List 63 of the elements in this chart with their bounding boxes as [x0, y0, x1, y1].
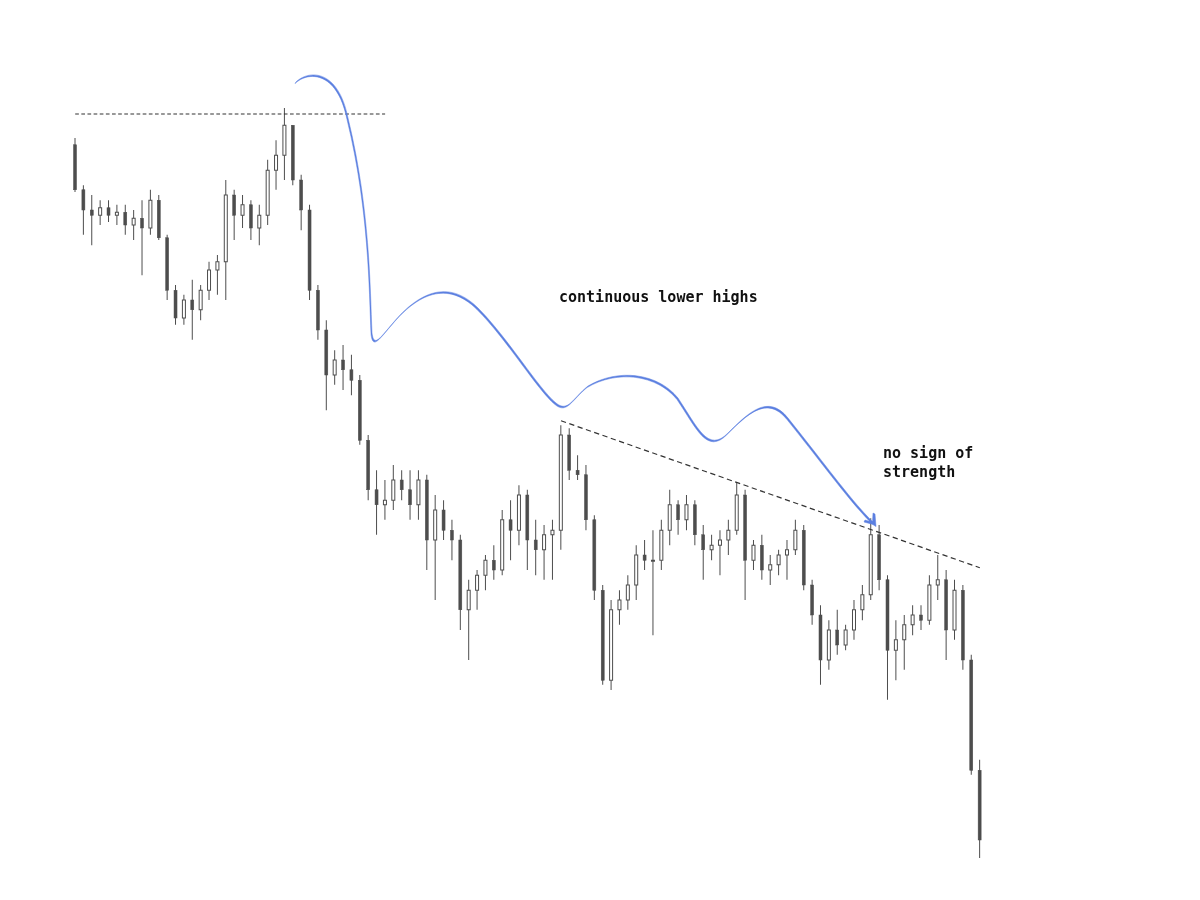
candlestick	[257, 204, 262, 246]
candlestick	[123, 204, 128, 236]
candlestick	[793, 519, 798, 556]
candlestick	[190, 279, 195, 341]
candlestick	[575, 454, 580, 481]
candlestick	[450, 519, 454, 561]
candlestick	[475, 569, 480, 611]
candlestick	[843, 624, 848, 651]
annotation: no sign of strength	[883, 444, 975, 482]
candlestick	[701, 524, 705, 581]
candlestick	[408, 469, 412, 521]
candlestick	[902, 614, 907, 671]
candlestick	[349, 354, 354, 396]
candlestick	[332, 349, 337, 386]
candlestick	[181, 294, 186, 326]
candlestick	[492, 544, 496, 581]
candlestick	[215, 254, 220, 296]
candlestick	[919, 604, 923, 631]
candlestick	[852, 599, 856, 641]
candlestick	[382, 479, 387, 521]
candlestick	[391, 464, 396, 511]
candlestick	[835, 609, 839, 656]
candlestick	[650, 529, 655, 636]
candlestick	[550, 519, 555, 581]
candlestick	[466, 579, 471, 661]
candlestick	[784, 539, 789, 581]
candlestick	[399, 469, 404, 501]
candlestick	[140, 199, 144, 276]
candlestick	[684, 494, 689, 531]
candlestick	[768, 554, 773, 586]
candlestick	[341, 344, 345, 391]
candlestick	[131, 209, 136, 241]
candlestick	[676, 499, 680, 536]
candlestick	[533, 519, 538, 576]
candlestick	[717, 529, 722, 576]
candlestick	[542, 524, 547, 581]
candlestick	[508, 499, 513, 561]
candlestick	[249, 199, 253, 241]
candlestick	[198, 284, 203, 321]
candlestick	[776, 549, 781, 576]
candlestick	[98, 199, 103, 226]
candlestick	[617, 589, 622, 626]
candlestick	[893, 619, 898, 681]
candlestick	[207, 261, 212, 301]
candlestick	[81, 184, 86, 236]
candlestick	[232, 189, 236, 241]
candlestick	[910, 604, 915, 636]
candlestick	[106, 199, 111, 223]
candlestick	[726, 519, 731, 556]
candlestick	[483, 554, 488, 591]
candlestick	[935, 554, 940, 601]
candlestick	[860, 584, 865, 621]
candlestick	[751, 539, 756, 571]
candlestick	[709, 534, 714, 561]
candlestick	[374, 469, 379, 536]
annotation: continuous lower highs	[559, 288, 759, 307]
candlestick	[625, 574, 630, 611]
candlestick	[240, 194, 245, 229]
candlestick	[114, 204, 119, 226]
candlestick	[642, 539, 647, 571]
candlestick	[274, 139, 279, 191]
candlestick	[90, 194, 94, 246]
candlestick	[441, 499, 446, 541]
